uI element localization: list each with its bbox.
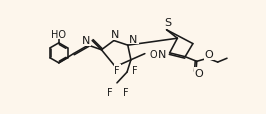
Text: N: N [158,50,167,60]
Text: OH: OH [149,49,164,59]
Text: HO: HO [51,29,66,39]
Text: F: F [123,87,129,97]
Text: O: O [205,50,214,60]
Text: N: N [110,30,119,40]
Text: F: F [132,65,138,75]
Text: N: N [129,34,138,44]
Text: O: O [195,68,203,78]
Text: F: F [114,65,120,75]
Text: S: S [164,18,171,28]
Text: F: F [107,88,112,98]
Text: N: N [81,35,90,45]
